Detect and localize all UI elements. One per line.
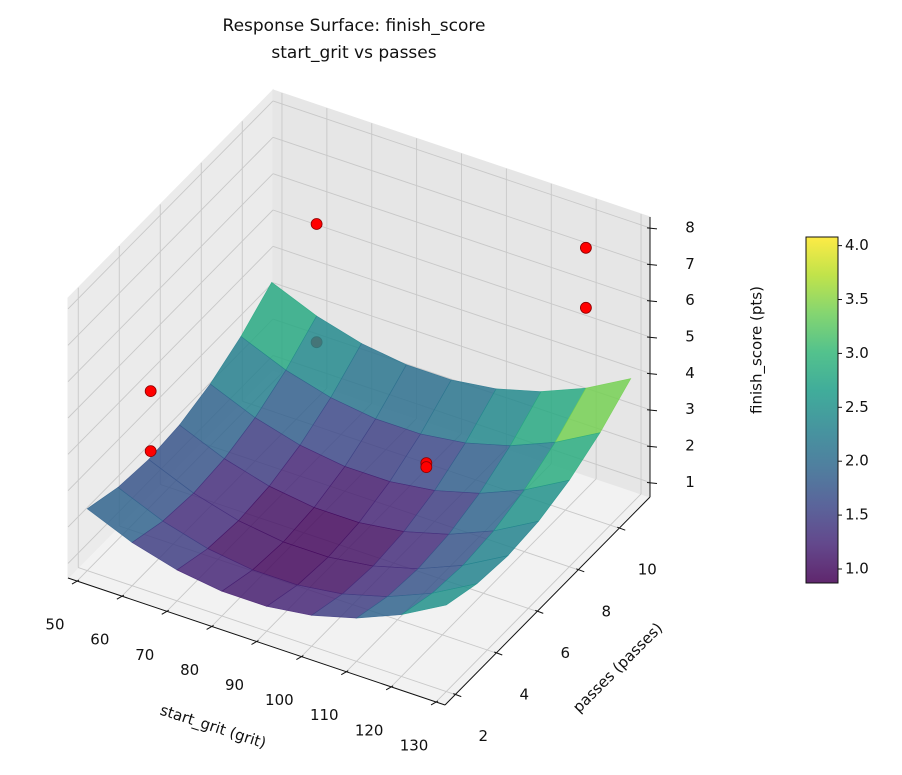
z-tick-label: 5	[685, 328, 695, 346]
x-tick	[116, 594, 125, 600]
x-tick	[385, 685, 394, 691]
y-axis-label: passes (passes)	[569, 619, 666, 716]
grid-line	[67, 282, 274, 492]
z-axis-label: finish_score (pts)	[748, 286, 767, 414]
colorbar-tick-label: 4.0	[845, 236, 869, 254]
z-tick	[646, 336, 658, 339]
x-axis-line	[67, 577, 446, 706]
grid-line	[67, 209, 274, 419]
surface-patch	[401, 583, 478, 615]
y-tick	[494, 651, 503, 656]
grid-line	[67, 246, 274, 455]
z-tick-label: 8	[685, 218, 695, 236]
y-tick	[535, 609, 544, 614]
colorbar-frame	[805, 236, 839, 584]
grid-line	[67, 100, 274, 310]
chart-subtitle: start_grit vs passes	[271, 43, 436, 63]
grid-line	[272, 173, 651, 302]
x-tick	[251, 640, 259, 645]
y-tick-label: 2	[478, 727, 488, 745]
x-tick-label: 80	[180, 661, 199, 679]
scatter-point	[310, 218, 323, 230]
x-tick-label: 60	[90, 631, 109, 649]
y-tick-label: 8	[601, 602, 611, 620]
y-tick	[576, 568, 585, 573]
z-tick	[646, 481, 658, 484]
colorbar-tick-label: 2.5	[845, 398, 869, 416]
grid-line	[390, 478, 597, 688]
x-tick	[296, 655, 304, 661]
z-tick	[646, 372, 658, 375]
x-tick-label: 70	[135, 646, 154, 664]
colorbar-tick-label: 3.0	[845, 344, 869, 362]
colorbar-tick-label: 1.0	[845, 559, 869, 577]
x-tick	[206, 624, 214, 630]
z-tick	[646, 300, 658, 303]
z-tick	[646, 409, 658, 412]
colorbar-tick-label: 3.5	[845, 290, 869, 308]
x-tick-label: 110	[310, 706, 339, 724]
x-tick	[71, 579, 80, 585]
z-tick-label: 7	[685, 255, 695, 273]
z-tick-label: 3	[685, 400, 695, 418]
chart-title: Response Surface: finish_score	[223, 16, 486, 36]
x-tick-label: 90	[225, 676, 244, 694]
colorbar	[806, 237, 838, 583]
y-tick-label: 6	[560, 644, 570, 662]
z-tick	[646, 227, 658, 230]
z-tick-label: 2	[685, 437, 695, 455]
scatter-point	[144, 385, 157, 398]
y-tick	[453, 693, 462, 698]
x-tick-label: 130	[400, 736, 429, 754]
grid-line	[67, 173, 274, 382]
x-tick-label: 100	[265, 691, 294, 709]
scatter-point	[579, 301, 592, 314]
x-tick	[341, 670, 349, 676]
grid-line	[272, 245, 651, 374]
z-tick-label: 6	[685, 291, 695, 309]
z-tick-label: 1	[685, 473, 695, 491]
z-tick	[646, 445, 658, 448]
y-tick	[617, 526, 626, 531]
scatter-point	[144, 445, 157, 458]
scatter-point	[579, 241, 592, 254]
grid-line	[435, 493, 642, 703]
colorbar-tick-label: 1.5	[845, 506, 869, 524]
grid-line	[272, 100, 651, 229]
y-axis-line	[444, 496, 651, 706]
x-tick-label: 50	[45, 616, 64, 634]
colorbar-tick-label: 2.0	[845, 452, 869, 470]
x-tick	[161, 609, 169, 615]
x-tick	[430, 700, 439, 706]
y-tick-label: 4	[519, 686, 529, 704]
x-tick-label: 120	[355, 721, 384, 739]
grid-line	[78, 567, 456, 696]
grid-line	[272, 209, 651, 338]
grid-line	[67, 136, 274, 346]
scatter-point	[420, 461, 433, 473]
z-tick	[646, 263, 658, 266]
z-tick-label: 4	[685, 364, 695, 382]
x-axis-label: start_grit (grit)	[158, 701, 269, 753]
y-tick-label: 10	[638, 561, 657, 579]
